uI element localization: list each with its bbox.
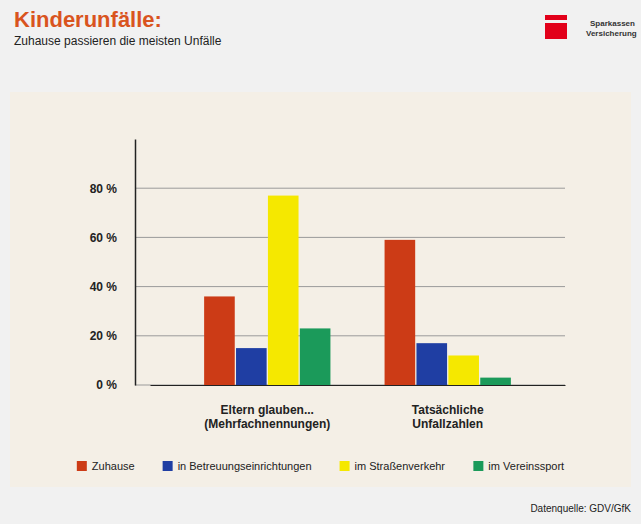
- bar: [480, 378, 511, 385]
- y-tick-label: 40 %: [90, 280, 118, 294]
- title: Kinderunfälle:: [14, 7, 162, 32]
- grid-line: [135, 335, 565, 336]
- legend-swatch: [163, 461, 173, 471]
- x-tick: Eltern glauben...(Mehrfachnennungen): [204, 385, 330, 431]
- bar: [416, 343, 447, 385]
- y-tick-label: 60 %: [90, 231, 118, 245]
- x-tick-label-line: Tatsächliche: [412, 403, 484, 417]
- x-axis: Eltern glauben...(Mehrfachnennungen) Tats…: [151, 385, 566, 431]
- y-tick: 80 %: [90, 182, 135, 196]
- y-tick-label: 80 %: [90, 182, 118, 196]
- grid-line: [135, 188, 565, 189]
- legend-item: im Straßenverkehr: [340, 460, 446, 472]
- y-axis: 0 % 20 % 40 % 60 % 80 %: [90, 140, 136, 393]
- logo-text: Sparkassen: [590, 19, 635, 28]
- x-tick-label-line: Unfallzahlen: [412, 417, 483, 431]
- y-tick: 20 %: [90, 329, 135, 343]
- grid-line: [135, 286, 565, 287]
- x-tick-label: TatsächlicheUnfallzahlen: [412, 403, 484, 431]
- legend-label: in Betreuungseinrichtungen: [178, 460, 312, 472]
- chart: Kinderunfälle: Zuhause passieren die meis…: [0, 0, 641, 524]
- legend-label: im Straßenverkehr: [355, 460, 446, 472]
- legend-item: Zuhause: [77, 460, 135, 472]
- bars: [204, 196, 511, 385]
- background: [0, 0, 641, 524]
- logo-shape: [545, 23, 567, 39]
- y-axis-line: [135, 140, 137, 386]
- x-tick-label-line: (Mehrfachnennungen): [204, 417, 330, 431]
- grid-line: [135, 237, 565, 238]
- logo-shape: [545, 15, 567, 20]
- legend-swatch: [340, 461, 350, 471]
- legend-label: Zuhause: [92, 460, 135, 472]
- logo-text: Versicherung: [586, 29, 637, 38]
- bar: [236, 348, 267, 385]
- bar: [204, 296, 235, 385]
- bar: [448, 355, 479, 385]
- bar: [300, 328, 331, 385]
- bar: [385, 240, 416, 385]
- logo: SparkassenVersicherung: [545, 15, 637, 39]
- bar: [268, 196, 299, 385]
- x-tick-label: Eltern glauben...(Mehrfachnennungen): [204, 403, 330, 431]
- x-tick: TatsächlicheUnfallzahlen: [412, 385, 484, 431]
- legend-swatch: [473, 461, 483, 471]
- x-axis-line: [151, 385, 566, 386]
- legend-item: in Betreuungseinrichtungen: [163, 460, 312, 472]
- legend: Zuhause in Betreuungseinrichtungen im Stra…: [77, 460, 564, 472]
- x-tick-label-line: Eltern glauben...: [221, 403, 314, 417]
- y-tick: 60 %: [90, 231, 135, 245]
- y-tick-label: 0 %: [96, 378, 117, 392]
- plot-panel: [10, 92, 631, 487]
- grid: [135, 188, 565, 385]
- y-tick: 40 %: [90, 280, 135, 294]
- y-tick: 0 %: [96, 378, 135, 392]
- y-tick-label: 20 %: [90, 329, 118, 343]
- legend-label: im Vereinssport: [488, 460, 564, 472]
- legend-item: im Vereinssport: [473, 460, 564, 472]
- legend-swatch: [77, 461, 87, 471]
- subtitle: Zuhause passieren die meisten Unfälle: [14, 34, 222, 48]
- source: Datenquelle: GDV/GfK: [530, 503, 631, 514]
